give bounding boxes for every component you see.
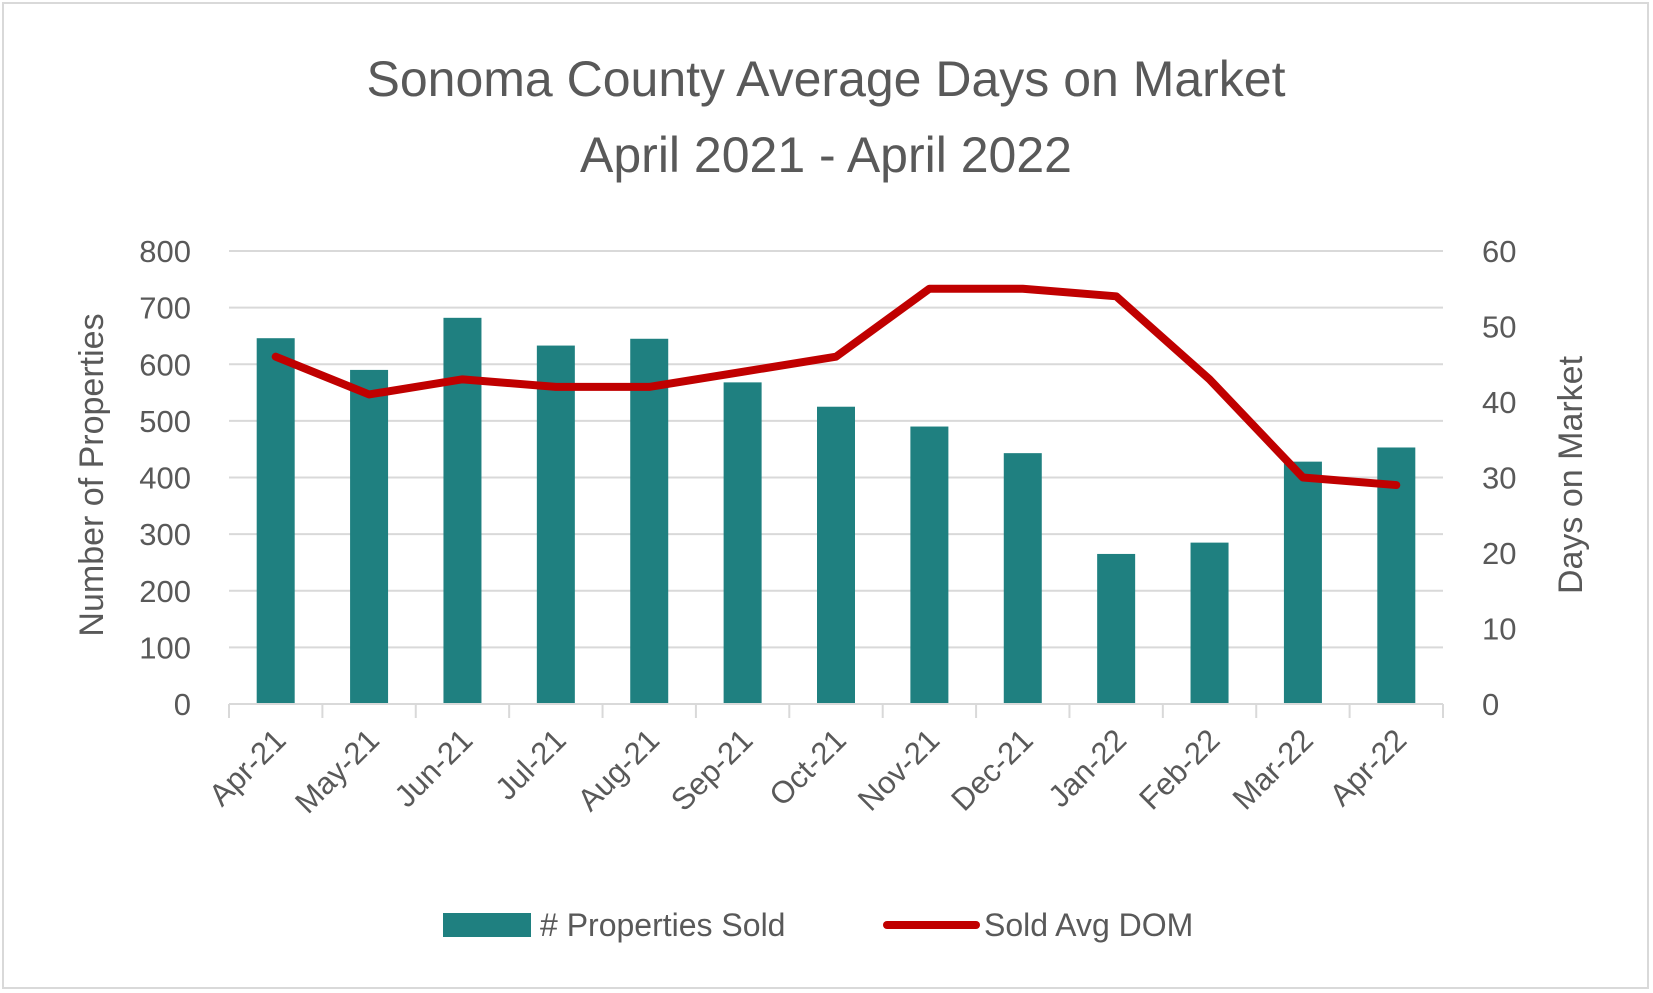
y2-tick-label: 0 [1482, 687, 1499, 722]
y2-tick-label: 30 [1482, 461, 1516, 496]
x-tick-label: Nov-21 [851, 722, 946, 817]
x-tick-label: Mar-22 [1226, 722, 1320, 816]
y2-tick-label: 10 [1482, 612, 1516, 647]
x-tick-label: May-21 [288, 722, 386, 820]
y2-axis-title: Days on Market [1552, 355, 1590, 594]
bar [256, 338, 295, 704]
y-tick-label: 700 [139, 291, 191, 326]
bar [630, 338, 669, 704]
y2-tick-label: 60 [1482, 234, 1516, 269]
x-tick-label: Jun-21 [388, 722, 480, 814]
x-tick-label: Apr-21 [202, 722, 293, 813]
bar [1377, 447, 1416, 704]
bar [1003, 453, 1042, 704]
chart-subtitle: April 2021 - April 2022 [580, 127, 1072, 183]
x-tick-label: Feb-22 [1132, 722, 1226, 816]
bar [350, 369, 389, 704]
x-tick-label: Jan-22 [1041, 722, 1133, 814]
legend-label-bar: # Properties Sold [540, 907, 785, 943]
x-tick-label: Aug-21 [571, 722, 666, 817]
y-tick-label: 400 [139, 461, 191, 496]
x-tick-label: Apr-22 [1323, 722, 1414, 813]
legend-label-line: Sold Avg DOM [984, 907, 1193, 943]
y-tick-label: 300 [139, 517, 191, 552]
legend-swatch-bar [443, 913, 531, 937]
bar [817, 406, 855, 704]
y-tick-label: 100 [139, 630, 191, 665]
x-tick-label: Dec-21 [944, 722, 1039, 817]
bar [1097, 553, 1136, 704]
y-tick-label: 800 [139, 234, 191, 269]
y2-tick-label: 40 [1482, 385, 1516, 420]
y-tick-label: 500 [139, 404, 191, 439]
y2-tick-label: 20 [1482, 536, 1516, 571]
x-tick-label: Jul-21 [488, 722, 572, 806]
legend: # Properties Sold Sold Avg DOM [443, 907, 1193, 943]
bar [536, 345, 575, 704]
bar [1283, 461, 1322, 704]
y2-tick-label: 50 [1482, 310, 1516, 345]
bar [1190, 542, 1229, 704]
line-series [271, 284, 1401, 490]
y-tick-label: 600 [139, 347, 191, 382]
bar-series [256, 317, 1416, 704]
y-tick-label: 0 [174, 687, 191, 722]
x-tick-label: Oct-21 [762, 722, 853, 813]
bar [910, 426, 949, 704]
bar [723, 382, 762, 704]
chart-title: Sonoma County Average Days on Market [366, 51, 1285, 107]
y-tick-label: 200 [139, 574, 191, 609]
y-axis-title: Number of Properties [73, 313, 111, 636]
x-tick-label: Sep-21 [664, 722, 759, 817]
